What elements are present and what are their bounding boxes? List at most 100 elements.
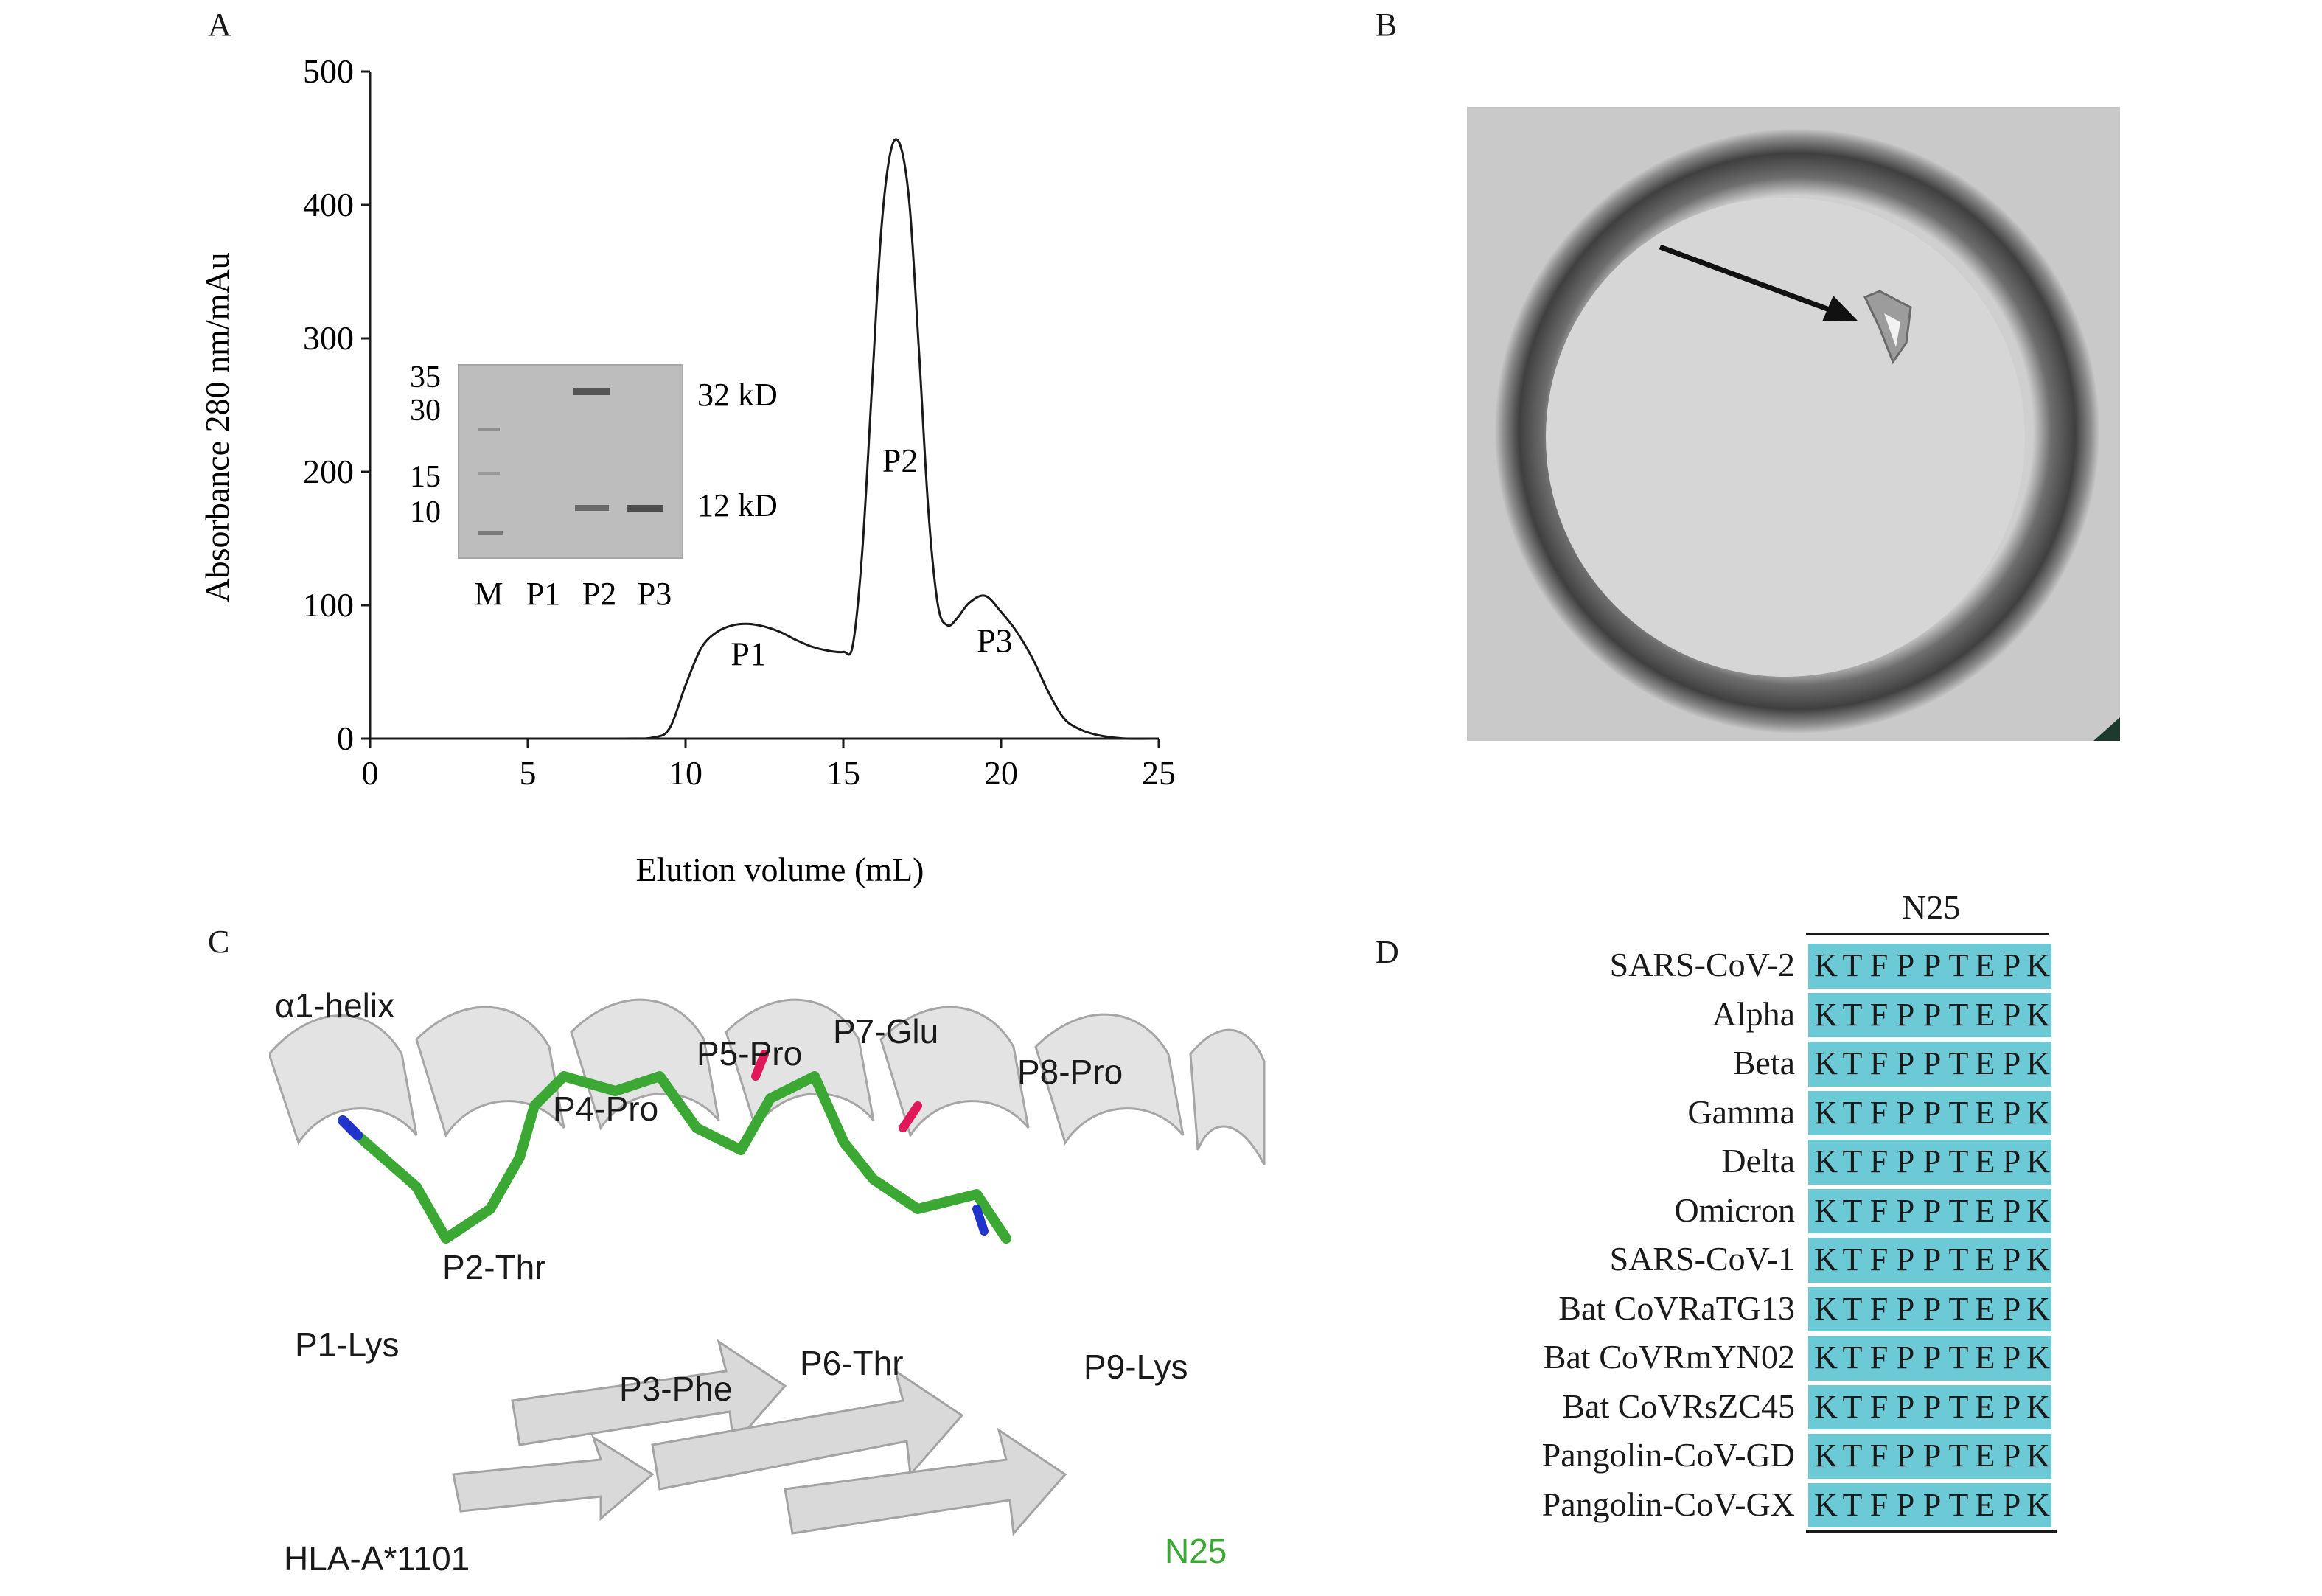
sequence-cell bbox=[1808, 1090, 2051, 1135]
band-label-12kd: 12 kD bbox=[697, 487, 778, 523]
peak-label: P2 bbox=[882, 442, 918, 479]
sequence-cell bbox=[1808, 1286, 2051, 1331]
strain-name: Pangolin-CoV-GD bbox=[1541, 1436, 1795, 1474]
crystal-shape bbox=[1863, 290, 1912, 365]
gel-band bbox=[478, 428, 500, 431]
helix-label: α1-helix bbox=[275, 988, 394, 1025]
peak-annotations: P1 P2 P3 bbox=[731, 442, 1012, 672]
residue-letter: P bbox=[1896, 1143, 1915, 1179]
residue-letter: T bbox=[1948, 996, 1969, 1033]
residue-letter: T bbox=[1842, 1438, 1863, 1474]
sequence-cell bbox=[1808, 1482, 2051, 1527]
residue-letter: K bbox=[2026, 1438, 2050, 1474]
residue-letter: T bbox=[1948, 1241, 1969, 1278]
residue-letter: K bbox=[2026, 947, 2050, 983]
strain-name: SARS-CoV-1 bbox=[1609, 1240, 1795, 1278]
residue-label-p8-pro: P8-Pro bbox=[1017, 1053, 1123, 1091]
sequence-cell bbox=[1808, 1336, 2051, 1381]
x-tick-label: 25 bbox=[1142, 754, 1176, 792]
peak-label: P1 bbox=[731, 635, 767, 672]
x-tick-label: 5 bbox=[520, 754, 537, 792]
residue-letter: E bbox=[1975, 996, 1995, 1033]
residue-letter: F bbox=[1869, 996, 1889, 1033]
sequence-cell bbox=[1808, 1384, 2051, 1429]
residue-letter: T bbox=[1948, 1143, 1969, 1179]
residue-letter: P bbox=[1922, 996, 1942, 1033]
x-axis-label: Elution volume (mL) bbox=[636, 851, 924, 888]
strain-name: Alpha bbox=[1712, 994, 1795, 1033]
residue-letter: E bbox=[1975, 1486, 1995, 1523]
strain-name: SARS-CoV-2 bbox=[1609, 946, 1795, 983]
residue-letter: K bbox=[1814, 1486, 1838, 1523]
residue-letter: P bbox=[1896, 1438, 1915, 1474]
residue-letter: P bbox=[2002, 1438, 2021, 1474]
residue-letter: E bbox=[1975, 947, 1995, 983]
residue-letter: F bbox=[1869, 1045, 1889, 1081]
y-tick-label: 500 bbox=[303, 52, 354, 90]
x-tick-label: 15 bbox=[826, 754, 860, 792]
gel-band-12kd bbox=[575, 505, 609, 511]
residue-letter: P bbox=[2002, 947, 2021, 983]
y-ticks: 0 100 200 300 400 500 bbox=[303, 52, 370, 757]
residue-letter: T bbox=[1842, 947, 1863, 983]
residue-letter: E bbox=[1975, 1438, 1995, 1474]
peptide-backbone bbox=[352, 1071, 1011, 1244]
column-header-n25: N25 bbox=[1902, 888, 1961, 926]
residue-letter: P bbox=[1896, 1486, 1915, 1523]
marker-label-15: 15 bbox=[410, 460, 441, 494]
residue-letter: P bbox=[1896, 947, 1915, 983]
residue-letter: P bbox=[1922, 1094, 1942, 1131]
residue-letter: K bbox=[2026, 1241, 2050, 1278]
residue-letter: F bbox=[1869, 1241, 1889, 1278]
residue-letter: F bbox=[1869, 947, 1889, 983]
peptide-label: N25 bbox=[1165, 1532, 1227, 1570]
x-tick-label: 20 bbox=[984, 754, 1018, 792]
residue-letter: T bbox=[1842, 1290, 1863, 1327]
residue-letter: T bbox=[1842, 1045, 1863, 1081]
residue-letter: T bbox=[1948, 1094, 1969, 1131]
gel-band bbox=[478, 472, 500, 475]
y-tick-label: 100 bbox=[303, 586, 354, 624]
gel-image bbox=[459, 365, 683, 558]
residue-letter: K bbox=[1814, 1241, 1838, 1278]
residue-letter: K bbox=[1814, 947, 1838, 983]
y-axis-label: Absorbance 280 nm/mAu bbox=[198, 252, 236, 602]
residue-letter: E bbox=[1975, 1045, 1995, 1081]
panel-label-b: B bbox=[1376, 7, 1398, 43]
residue-letter: P bbox=[1896, 1045, 1915, 1081]
residue-letter: K bbox=[1814, 1339, 1838, 1376]
sequence-cell bbox=[1808, 1188, 2051, 1233]
residue-letter: K bbox=[1814, 996, 1838, 1033]
strain-name: Delta bbox=[1721, 1142, 1795, 1179]
lane-label-p2: P2 bbox=[582, 576, 616, 612]
x-ticks: 0 5 10 15 20 25 bbox=[362, 739, 1176, 792]
residue-letter: F bbox=[1869, 1094, 1889, 1131]
residue-letter: P bbox=[2002, 1143, 2021, 1179]
residue-letter: P bbox=[1922, 1290, 1942, 1327]
gel-inset: 35 30 15 10 32 kD 12 kD M P1 P2 P3 bbox=[410, 360, 778, 612]
sequence-cell bbox=[1808, 992, 2051, 1037]
residue-letter: P bbox=[1896, 996, 1915, 1033]
residue-letter: P bbox=[1922, 1438, 1942, 1474]
sequence-cell bbox=[1808, 1140, 2051, 1185]
strain-name: Bat CoVRmYN02 bbox=[1543, 1338, 1795, 1376]
residue-letter: K bbox=[1814, 1045, 1838, 1081]
residue-letter: P bbox=[1922, 947, 1942, 983]
peak-label: P3 bbox=[977, 621, 1013, 659]
sequence-cell bbox=[1808, 1042, 2051, 1087]
residue-letter: T bbox=[1948, 1438, 1969, 1474]
residue-letter: K bbox=[2026, 1339, 2050, 1376]
residue-letter: T bbox=[1842, 1388, 1863, 1425]
residue-letter: P bbox=[1896, 1339, 1915, 1376]
residue-letter: P bbox=[1896, 1094, 1915, 1131]
absorbance-line bbox=[370, 138, 1160, 740]
residue-letter: P bbox=[1922, 1192, 1942, 1229]
strain-name: Bat CoVRaTG13 bbox=[1558, 1289, 1795, 1327]
residue-letter: T bbox=[1948, 1045, 1969, 1081]
marker-label-10: 10 bbox=[410, 495, 441, 529]
lane-label-m: M bbox=[474, 576, 503, 612]
residue-letter: P bbox=[2002, 1045, 2021, 1081]
drop-interior bbox=[1546, 198, 2025, 677]
residue-letter: F bbox=[1869, 1192, 1889, 1229]
